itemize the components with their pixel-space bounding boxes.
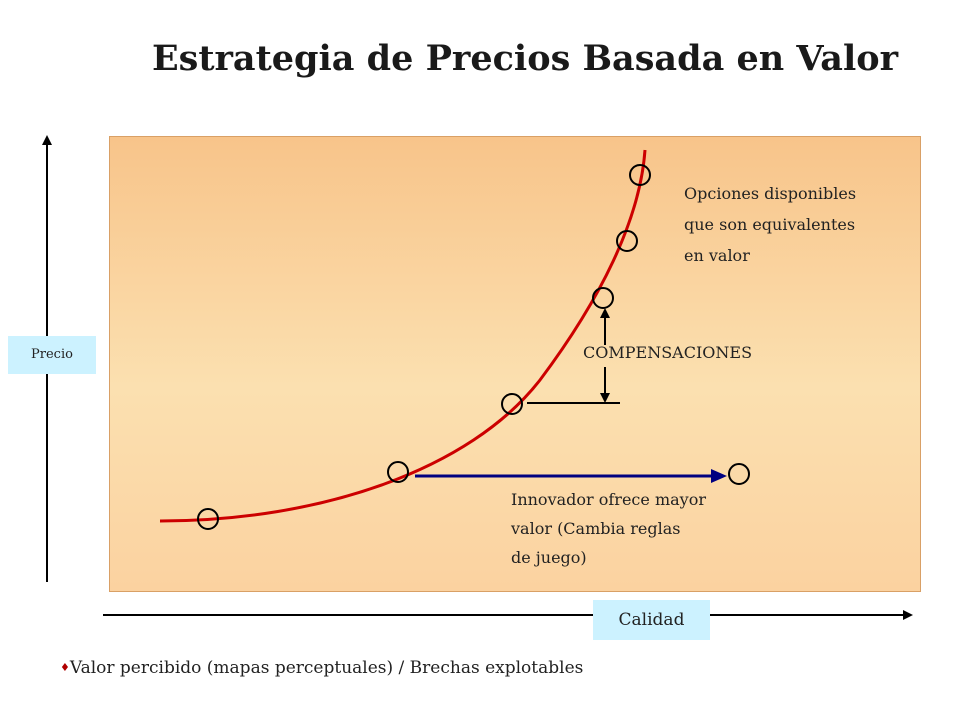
innovator-annotation: Innovador ofrece mayor valor (Cambia reg…: [511, 485, 761, 572]
x-axis-label: Calidad: [593, 600, 710, 640]
option-circle: [387, 461, 409, 483]
options-annotation: Opciones disponibles que son equivalente…: [684, 178, 914, 271]
option-circle: [197, 508, 219, 530]
value-curve: [159, 149, 647, 523]
innovator-line-2: valor (Cambia reglas: [511, 519, 681, 538]
diamond-bullet-icon: ♦: [60, 661, 70, 674]
slide-title: Estrategia de Precios Basada en Valor: [151, 38, 899, 79]
option-circle: [501, 393, 523, 415]
innovator-line-3: de juego): [511, 548, 587, 567]
y-axis-label: Precio: [8, 336, 96, 374]
bullet-text: Valor percibido (mapas perceptuales) / B…: [69, 658, 584, 678]
options-line-1: Opciones disponibles: [684, 184, 857, 203]
bullet-point: ♦Valor percibido (mapas perceptuales) / …: [60, 658, 583, 678]
option-circle: [616, 230, 638, 252]
innovator-circle: [728, 463, 750, 485]
compensations-label: COMPENSACIONES: [583, 343, 753, 362]
options-line-3: en valor: [684, 246, 750, 265]
innovator-line-1: Innovador ofrece mayor: [511, 490, 706, 509]
options-line-2: que son equivalentes: [684, 215, 856, 234]
option-circle: [629, 164, 651, 186]
